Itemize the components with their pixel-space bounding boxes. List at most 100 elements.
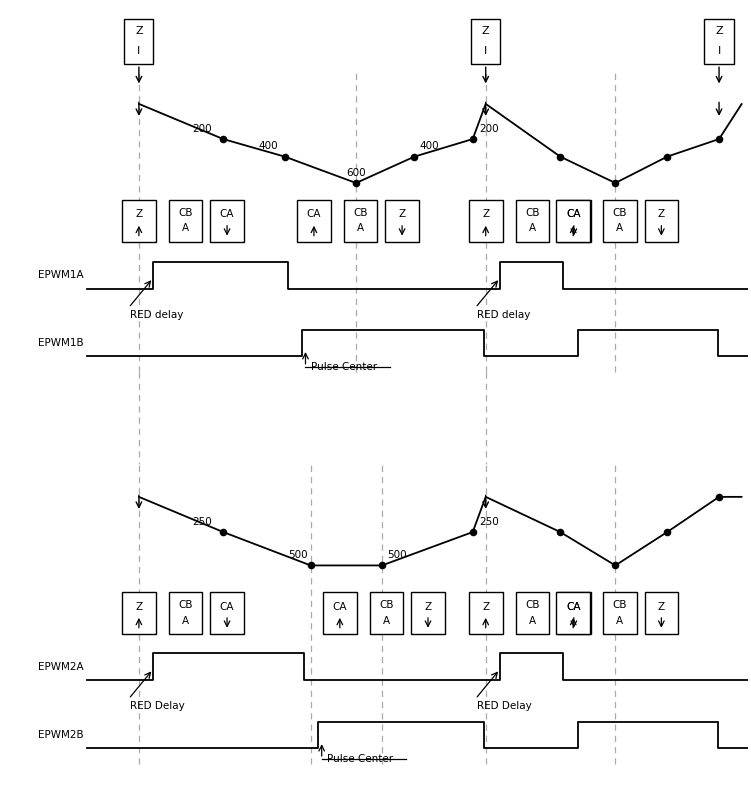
- Bar: [469, 592, 502, 634]
- Text: CB: CB: [613, 208, 627, 218]
- Text: Z: Z: [135, 27, 143, 36]
- Text: CA: CA: [333, 601, 347, 611]
- Text: I: I: [717, 46, 721, 56]
- Text: 500: 500: [288, 550, 307, 560]
- Text: Z: Z: [135, 601, 143, 611]
- Bar: [557, 592, 591, 634]
- Text: A: A: [617, 224, 623, 233]
- Point: [661, 526, 673, 538]
- Text: 200: 200: [479, 124, 499, 134]
- Text: CA: CA: [306, 210, 321, 220]
- Bar: [323, 592, 357, 634]
- Point: [466, 132, 478, 145]
- Text: CA: CA: [566, 210, 581, 220]
- Text: CB: CB: [178, 600, 193, 611]
- Bar: [515, 199, 549, 242]
- Bar: [704, 19, 734, 65]
- Point: [376, 559, 388, 572]
- Bar: [644, 199, 678, 242]
- Text: EPWM2B: EPWM2B: [38, 730, 84, 740]
- Text: CB: CB: [379, 600, 394, 611]
- Text: Z: Z: [424, 601, 432, 611]
- Bar: [557, 199, 591, 242]
- Bar: [122, 199, 155, 242]
- Point: [554, 151, 566, 163]
- Bar: [515, 592, 549, 634]
- Text: Z: Z: [658, 210, 665, 220]
- Text: I: I: [484, 46, 487, 56]
- Point: [279, 151, 291, 163]
- Text: Z: Z: [482, 210, 489, 220]
- Text: A: A: [529, 224, 536, 233]
- Text: A: A: [529, 615, 536, 626]
- Bar: [603, 199, 637, 242]
- Point: [350, 177, 362, 189]
- Point: [713, 491, 725, 504]
- Point: [661, 151, 673, 163]
- Text: I: I: [137, 46, 140, 56]
- Bar: [369, 592, 403, 634]
- Text: A: A: [383, 615, 390, 626]
- Text: CA: CA: [566, 601, 581, 611]
- Text: Z: Z: [482, 27, 490, 36]
- Text: Z: Z: [135, 210, 143, 220]
- Text: CA: CA: [220, 210, 234, 220]
- Bar: [556, 592, 590, 634]
- Bar: [471, 19, 500, 65]
- Text: A: A: [357, 224, 364, 233]
- Bar: [169, 199, 203, 242]
- Text: 250: 250: [479, 517, 499, 526]
- Text: Pulse Center: Pulse Center: [327, 754, 393, 764]
- Bar: [469, 199, 502, 242]
- Bar: [210, 592, 244, 634]
- Bar: [603, 592, 637, 634]
- Bar: [122, 592, 155, 634]
- Text: CB: CB: [525, 208, 540, 218]
- Text: CB: CB: [178, 208, 193, 218]
- Text: CA: CA: [566, 601, 581, 611]
- Text: Pulse Center: Pulse Center: [311, 362, 377, 372]
- Text: CB: CB: [525, 600, 540, 611]
- Text: CA: CA: [566, 210, 581, 220]
- Point: [554, 526, 566, 538]
- Bar: [210, 199, 244, 242]
- Text: Z: Z: [658, 601, 665, 611]
- Text: CA: CA: [220, 601, 234, 611]
- Point: [305, 559, 317, 572]
- Text: RED delay: RED delay: [477, 310, 530, 320]
- Bar: [169, 592, 203, 634]
- Text: Z: Z: [715, 27, 723, 36]
- Bar: [344, 199, 378, 242]
- Text: 250: 250: [192, 517, 212, 526]
- Text: Z: Z: [482, 601, 489, 611]
- Point: [217, 132, 229, 145]
- Text: EPWM1B: EPWM1B: [38, 338, 84, 348]
- Text: EPWM2A: EPWM2A: [38, 662, 84, 671]
- Point: [466, 526, 478, 538]
- Text: 400: 400: [420, 141, 439, 151]
- Text: A: A: [182, 224, 189, 233]
- Bar: [556, 199, 590, 242]
- Point: [713, 132, 725, 145]
- Text: 500: 500: [388, 550, 407, 560]
- Text: RED Delay: RED Delay: [477, 701, 532, 711]
- Text: 600: 600: [346, 168, 366, 178]
- Text: EPWM1A: EPWM1A: [38, 270, 84, 281]
- Text: Z: Z: [399, 210, 406, 220]
- Point: [409, 151, 421, 163]
- Point: [609, 559, 621, 572]
- Bar: [297, 199, 330, 242]
- Bar: [125, 19, 153, 65]
- Text: RED Delay: RED Delay: [130, 701, 185, 711]
- Text: RED delay: RED delay: [130, 310, 183, 320]
- Text: 400: 400: [258, 141, 279, 151]
- Bar: [385, 199, 419, 242]
- Text: 200: 200: [192, 124, 212, 134]
- Text: CB: CB: [353, 208, 368, 218]
- Bar: [644, 592, 678, 634]
- Bar: [411, 592, 445, 634]
- Text: A: A: [182, 615, 189, 626]
- Text: A: A: [617, 615, 623, 626]
- Point: [217, 526, 229, 538]
- Text: CB: CB: [613, 600, 627, 611]
